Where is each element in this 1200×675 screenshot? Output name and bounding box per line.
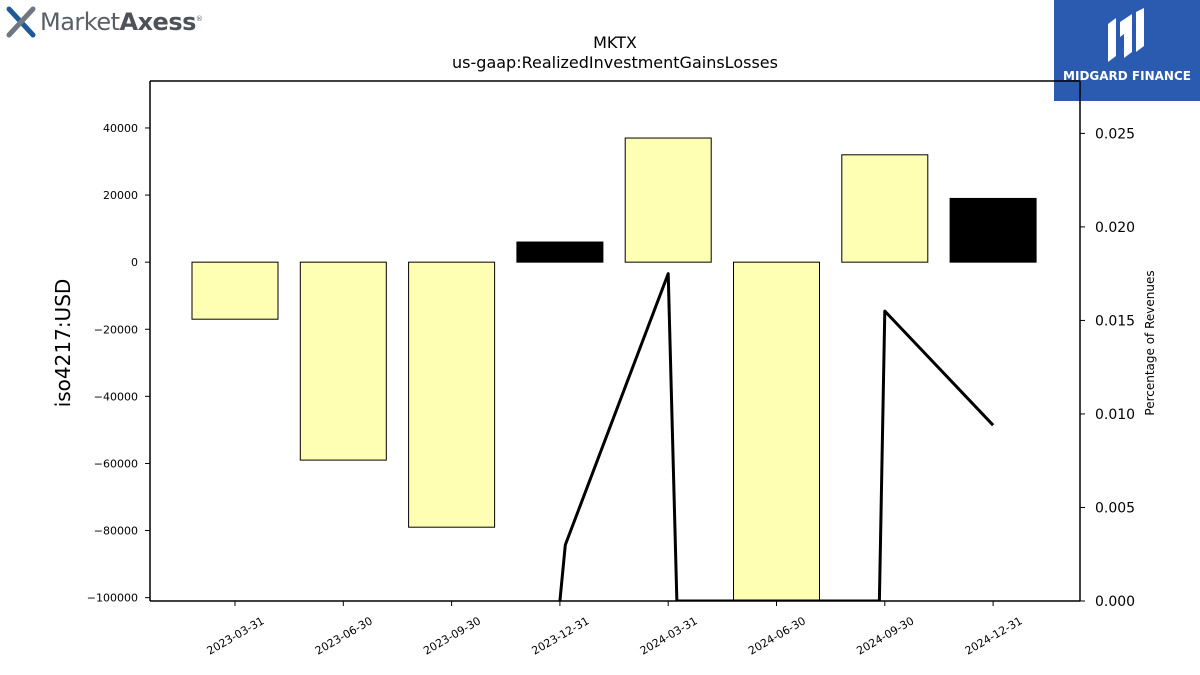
midgard-logo-icon: [1108, 8, 1144, 62]
y2-tick-label: 0.025: [1095, 126, 1135, 142]
y-tick-label: 0: [131, 256, 138, 269]
x-tick-label: 2024-09-30: [854, 614, 916, 657]
bar: [408, 261, 496, 528]
x-tick-label: 2024-12-31: [963, 614, 1025, 657]
y-tick-label: 40000: [103, 122, 138, 135]
x-tick-label: 2023-12-31: [530, 614, 592, 657]
x-logo-icon: [6, 6, 36, 38]
bar: [733, 261, 820, 602]
chart-title: MKTX: [593, 33, 637, 52]
y-tick-label: −60000: [94, 457, 138, 470]
y2-tick-label: 0.005: [1095, 500, 1135, 516]
bar: [299, 261, 387, 461]
y-axis-label: iso4217:USD: [51, 279, 75, 408]
bar: [516, 241, 604, 263]
x-tick-label: 2023-09-30: [421, 614, 483, 657]
series-line: [558, 272, 995, 601]
marketaxess-wordmark: MarketAxess®: [40, 8, 203, 36]
x-tick-label: 2023-06-30: [313, 614, 375, 657]
bar: [191, 261, 279, 320]
x-tick-label: 2023-03-31: [205, 614, 267, 657]
chart-subtitle: us-gaap:RealizedInvestmentGainsLosses: [452, 53, 778, 72]
bar: [841, 154, 929, 263]
y-tick-label: 20000: [103, 189, 138, 202]
y-tick-label: −20000: [94, 323, 138, 336]
x-tick-label: 2024-03-31: [638, 614, 700, 657]
y-tick-label: −100000: [87, 592, 138, 605]
marketaxess-logo: MarketAxess®: [6, 4, 203, 40]
bar: [624, 137, 712, 263]
y-tick-label: −40000: [94, 390, 138, 403]
bar: [949, 197, 1037, 263]
midgard-name: MIDGARD FINANCE: [1063, 69, 1191, 83]
y2-axis-label: Percentage of Revenues: [1143, 270, 1157, 415]
y2-tick-label: 0.015: [1095, 313, 1135, 329]
y2-tick-label: 0.020: [1095, 220, 1135, 236]
y2-tick-label: 0.000: [1095, 594, 1135, 610]
y-tick-label: −80000: [94, 525, 138, 538]
x-tick-label: 2024-06-30: [746, 614, 808, 657]
y2-tick-label: 0.010: [1095, 407, 1135, 423]
midgard-logo: MIDGARD FINANCE: [1054, 0, 1200, 101]
